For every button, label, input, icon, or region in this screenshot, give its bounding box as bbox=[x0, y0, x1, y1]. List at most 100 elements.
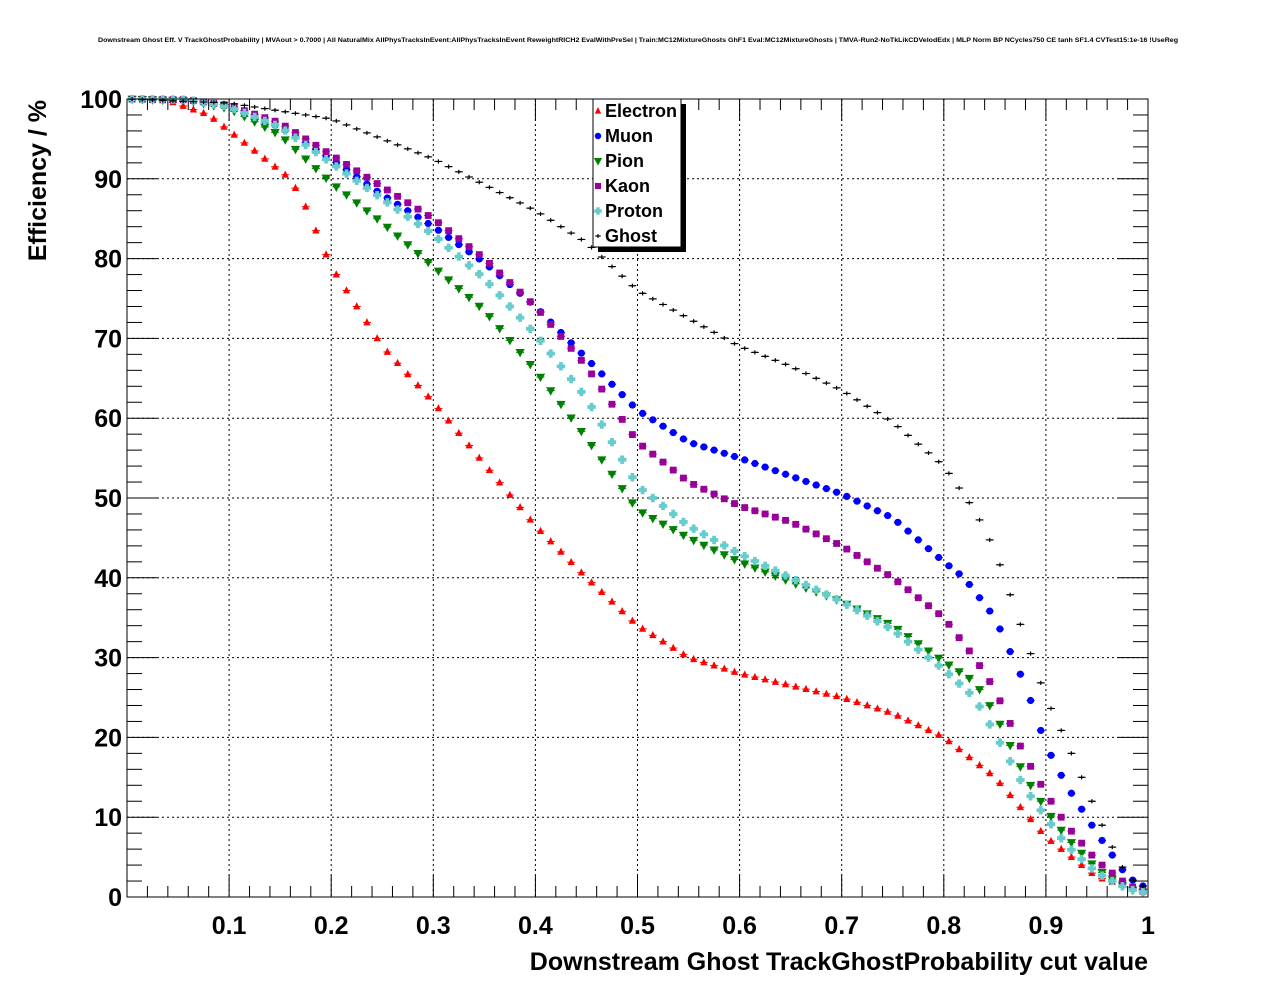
data-point-ghost bbox=[414, 150, 421, 155]
data-point-proton bbox=[372, 190, 382, 200]
x-tick-label: 0.4 bbox=[518, 912, 553, 940]
data-point-kaon bbox=[935, 610, 943, 618]
data-point-electron bbox=[598, 587, 606, 596]
data-point-kaon bbox=[1047, 797, 1055, 805]
data-point-electron bbox=[965, 753, 973, 761]
data-point-electron bbox=[1006, 790, 1014, 799]
data-point-ghost bbox=[700, 324, 707, 329]
data-point-proton bbox=[689, 524, 698, 533]
data-point-electron bbox=[618, 606, 626, 615]
data-point-electron bbox=[496, 478, 504, 486]
data-point-ghost bbox=[1078, 775, 1085, 780]
data-point-ghost bbox=[864, 404, 871, 409]
legend-marker-muon bbox=[594, 132, 602, 140]
data-point-kaon bbox=[506, 279, 514, 286]
data-point-muon bbox=[761, 463, 769, 471]
data-point-muon bbox=[1118, 866, 1127, 874]
data-point-pion bbox=[760, 568, 770, 577]
data-point-muon bbox=[986, 607, 994, 615]
data-point-ghost bbox=[843, 391, 850, 396]
data-point-kaon bbox=[863, 558, 871, 566]
y-tick-label: 60 bbox=[94, 405, 122, 433]
data-point-kaon bbox=[649, 450, 657, 458]
data-point-kaon bbox=[404, 199, 412, 207]
data-point-muon bbox=[741, 456, 749, 464]
data-point-ghost bbox=[180, 99, 187, 104]
data-point-pion bbox=[586, 441, 597, 451]
data-point-proton bbox=[1108, 876, 1117, 886]
data-point-ghost bbox=[751, 350, 758, 355]
data-point-proton bbox=[587, 402, 596, 412]
data-point-kaon bbox=[486, 259, 493, 267]
data-point-electron bbox=[251, 146, 259, 154]
legend: Electron Muon Pion Kaon Proton Ghost bbox=[592, 98, 686, 252]
y-tick-label: 0 bbox=[108, 884, 122, 912]
data-point-proton bbox=[628, 473, 637, 482]
data-point-electron bbox=[904, 716, 912, 724]
data-point-ghost bbox=[506, 195, 513, 200]
data-point-electron bbox=[873, 704, 882, 712]
data-point-muon bbox=[720, 449, 728, 457]
data-point-pion bbox=[658, 520, 668, 529]
data-point-proton bbox=[1005, 757, 1015, 766]
data-point-electron bbox=[281, 170, 289, 178]
data-point-pion bbox=[535, 373, 546, 383]
legend-entries: Electron Muon Pion Kaon Proton Ghost bbox=[593, 101, 677, 246]
data-point-ghost bbox=[1027, 651, 1034, 656]
data-point-kaon bbox=[751, 507, 759, 515]
data-point-kaon bbox=[710, 490, 718, 498]
x-tick-label: 0.5 bbox=[620, 912, 655, 940]
y-tick-label: 40 bbox=[94, 565, 122, 593]
data-point-electron bbox=[353, 302, 361, 310]
data-point-ghost bbox=[1099, 823, 1106, 828]
data-point-muon bbox=[659, 422, 667, 430]
data-point-kaon bbox=[894, 578, 902, 586]
data-point-kaon bbox=[312, 141, 320, 149]
data-point-electron bbox=[240, 138, 249, 146]
data-point-proton bbox=[638, 485, 647, 495]
data-point-electron bbox=[884, 707, 892, 715]
data-point-pion bbox=[699, 541, 709, 551]
legend-label-kaon: Kaon bbox=[605, 176, 650, 196]
data-point-ghost bbox=[343, 122, 350, 128]
data-point-ghost bbox=[261, 106, 268, 111]
data-point-kaon bbox=[598, 385, 606, 393]
data-point-pion bbox=[1015, 763, 1025, 772]
data-point-pion bbox=[597, 456, 607, 465]
data-point-kaon bbox=[639, 442, 647, 450]
data-point-kaon bbox=[782, 516, 789, 524]
data-point-muon bbox=[904, 527, 912, 535]
data-point-electron bbox=[230, 130, 238, 138]
data-point-pion bbox=[341, 191, 352, 200]
data-point-ghost bbox=[1139, 883, 1146, 889]
data-point-muon bbox=[1108, 851, 1116, 859]
data-point-electron bbox=[322, 250, 330, 258]
data-point-proton bbox=[934, 661, 943, 670]
data-point-kaon bbox=[414, 205, 422, 213]
data-point-ghost bbox=[466, 174, 473, 180]
data-point-muon bbox=[945, 562, 953, 570]
data-point-muon bbox=[639, 409, 647, 418]
data-point-kaon bbox=[659, 458, 667, 466]
data-point-muon bbox=[894, 518, 902, 526]
data-point-kaon bbox=[874, 564, 881, 572]
data-point-pion bbox=[1036, 797, 1046, 807]
data-point-ghost bbox=[496, 190, 503, 195]
data-point-electron bbox=[700, 658, 708, 666]
data-point-ghost bbox=[731, 341, 738, 346]
data-point-ghost bbox=[823, 380, 830, 386]
data-point-electron bbox=[628, 616, 636, 624]
data-point-pion bbox=[1066, 839, 1077, 848]
data-point-proton bbox=[944, 670, 954, 679]
data-point-ghost bbox=[670, 307, 677, 313]
data-point-proton bbox=[873, 617, 882, 626]
data-point-proton bbox=[730, 546, 739, 556]
data-point-pion bbox=[382, 223, 392, 233]
data-point-kaon bbox=[526, 298, 534, 306]
data-point-ghost bbox=[353, 126, 360, 132]
legend-label-proton: Proton bbox=[605, 201, 663, 221]
data-point-proton bbox=[863, 611, 872, 620]
data-point-ghost bbox=[425, 154, 432, 159]
data-point-pion bbox=[546, 387, 556, 396]
data-point-muon bbox=[455, 241, 463, 249]
